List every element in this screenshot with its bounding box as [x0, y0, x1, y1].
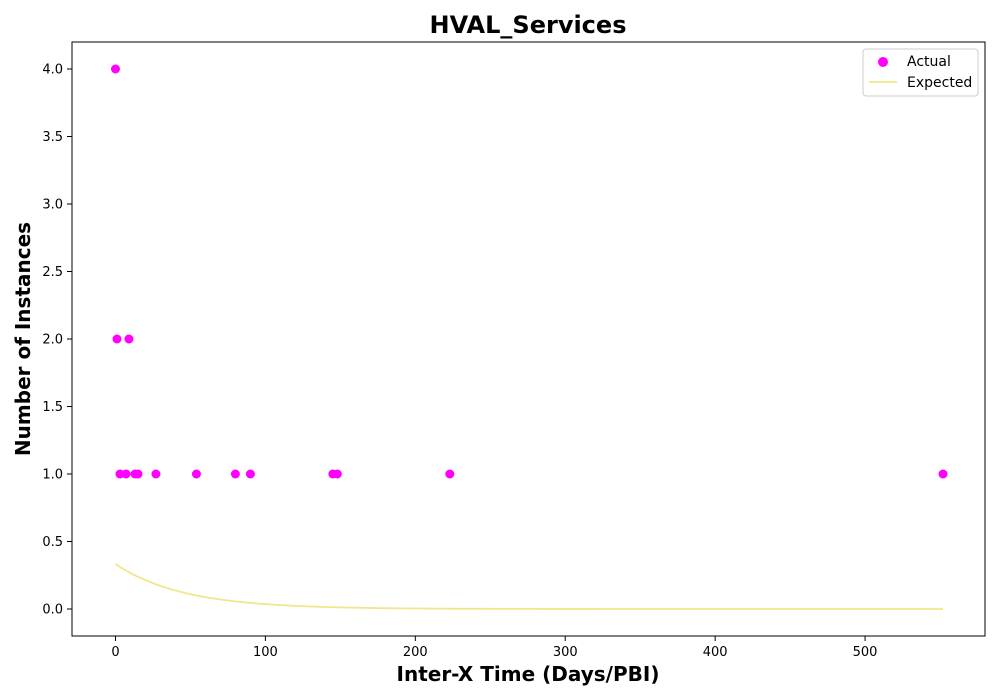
actual-point [332, 469, 342, 479]
y-axis-label: Number of Instances [11, 222, 35, 456]
legend-actual-label: Actual [907, 54, 951, 70]
legend-expected-label: Expected [907, 75, 972, 91]
actual-point [112, 334, 122, 344]
x-axis-label: Inter-X Time (Days/PBI) [397, 662, 660, 686]
y-tick-label: 3.0 [42, 198, 63, 213]
actual-point [191, 469, 201, 479]
actual-point [230, 469, 240, 479]
y-tick-label: 2.0 [42, 333, 63, 348]
actual-point [110, 64, 120, 74]
legend-box [862, 48, 979, 97]
y-tick-label: 1.0 [42, 468, 63, 483]
actual-point [151, 469, 161, 479]
x-tick-label: 400 [703, 645, 728, 660]
actual-point [133, 469, 143, 479]
legend-actual-marker [878, 57, 888, 67]
y-tick-label: 0.5 [42, 535, 63, 550]
y-tick-label: 3.5 [42, 130, 63, 145]
y-tick-label: 2.5 [42, 265, 63, 280]
chart-title: HVAL_Services [430, 11, 627, 39]
x-tick-label: 300 [553, 645, 578, 660]
actual-point [245, 469, 255, 479]
y-tick-label: 1.5 [42, 400, 63, 415]
expected-line [114, 563, 944, 610]
plot-area: 0 100 200 300 400 500 0.0 0.5 1.0 1.5 2.0 2.5 3.0 3.5… [42, 41, 986, 660]
actual-point [938, 469, 948, 479]
actual-point [121, 469, 131, 479]
x-tick-label: 500 [853, 645, 878, 660]
y-tick-label: 0.0 [42, 603, 63, 618]
x-tick-label: 200 [403, 645, 428, 660]
legend: Actual Expected [862, 48, 979, 97]
actual-point [445, 469, 455, 479]
actual-point [124, 334, 134, 344]
x-tick-label: 100 [253, 645, 278, 660]
y-tick-label: 4.0 [42, 63, 63, 78]
x-tick-label: 0 [111, 645, 119, 660]
